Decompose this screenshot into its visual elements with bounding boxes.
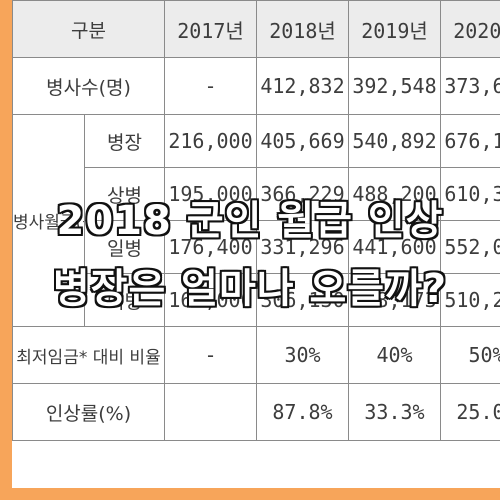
cell: 87.8% <box>256 383 349 441</box>
cell: 408,173 <box>348 273 441 327</box>
cell: 552,000 <box>440 220 500 274</box>
cell: 373,606 <box>440 57 500 115</box>
cell: 195,000 <box>164 167 257 221</box>
row-label: 병장 <box>84 114 165 168</box>
overlay-title-line2: 병장은 얼마나 오를까? <box>52 265 448 313</box>
table-row: 상병 195,000 366,229 488,200 610,382 <box>13 167 500 221</box>
cell <box>164 383 257 441</box>
cell: 392,548 <box>348 57 441 115</box>
table-row: 병사월급(원) 병장 216,000 405,669 540,892 676,1… <box>12 114 500 327</box>
cell: 676,115 <box>440 114 500 168</box>
table-row: 최저임금* 대비 비율 - 30% 40% 50% <box>12 326 500 384</box>
header-row: 구분 2017년 2018년 2019년 2020년 <box>12 0 500 58</box>
cell: 412,832 <box>256 57 349 115</box>
row-label: 이병 <box>84 273 165 327</box>
salary-table: 구분 2017년 2018년 2019년 2020년 병사수(명) - 412,… <box>12 0 500 441</box>
cell: 331,296 <box>256 220 349 274</box>
cell: 33.3% <box>348 383 441 441</box>
table-image: 구분 2017년 2018년 2019년 2020년 병사수(명) - 412,… <box>12 0 500 488</box>
cell: 30% <box>256 326 349 384</box>
table-row: 이병 163,000 306,130 408,173 510,216 <box>13 273 500 327</box>
cell: 25.0% <box>440 383 500 441</box>
cell: 510,216 <box>440 273 500 327</box>
header-2017: 2017년 <box>164 0 257 58</box>
cell: 610,382 <box>440 167 500 221</box>
cell: - <box>164 57 257 115</box>
cell: 40% <box>348 326 441 384</box>
row-label: 최저임금* 대비 비율 <box>12 326 165 384</box>
cell: 216,000 <box>164 114 257 168</box>
table-row: 일병 176,400 331,296 441,600 552,000 <box>13 220 500 274</box>
header-2019: 2019년 <box>348 0 441 58</box>
header-category: 구분 <box>12 0 165 58</box>
cell: 488,200 <box>348 167 441 221</box>
cell: 540,892 <box>348 114 441 168</box>
row-label: 병사수(명) <box>12 57 165 115</box>
cell: 50% <box>440 326 500 384</box>
row-label: 인상률(%) <box>12 383 165 441</box>
cell: 441,600 <box>348 220 441 274</box>
table-row: 병사수(명) - 412,832 392,548 373,606 <box>12 57 500 115</box>
cell: 366,229 <box>256 167 349 221</box>
cell: 163,000 <box>164 273 257 327</box>
cell: 306,130 <box>256 273 349 327</box>
header-2020: 2020년 <box>440 0 500 58</box>
row-label: 상병 <box>84 167 165 221</box>
overlay-title-line1: 2018 군인 월급 인상 <box>56 197 444 245</box>
cell: 405,669 <box>256 114 349 168</box>
table-row: 인상률(%) 87.8% 33.3% 25.0% <box>12 383 500 441</box>
header-2018: 2018년 <box>256 0 349 58</box>
cell: - <box>164 326 257 384</box>
